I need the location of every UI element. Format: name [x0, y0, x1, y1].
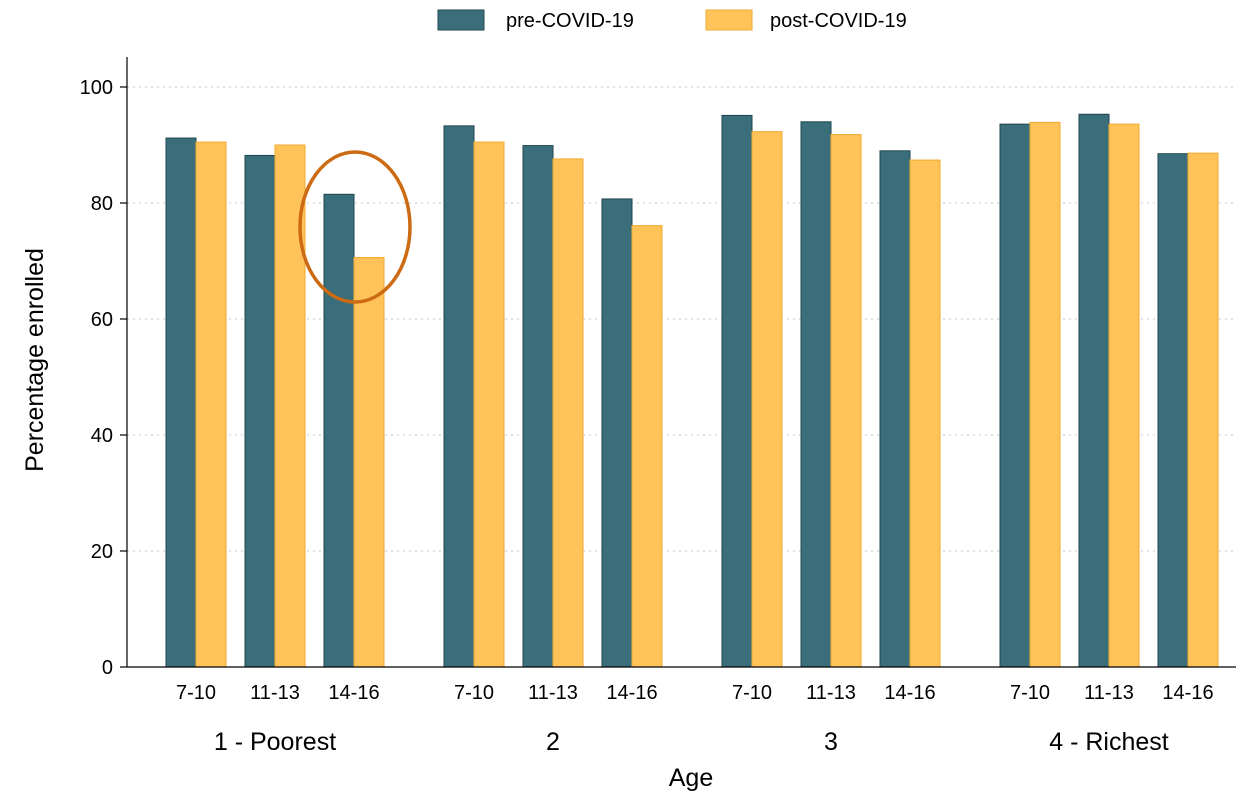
y-tick-label: 60 — [91, 309, 113, 331]
bar-post-g2-7-10 — [473, 141, 505, 668]
x-tick-label: 7-10 — [1010, 682, 1050, 704]
y-tick-label: 80 — [91, 193, 113, 215]
group-label: 4 - Richest — [1049, 728, 1169, 756]
bar-post-g4-11-13 — [1108, 123, 1140, 668]
bar-pre-g1-14-16 — [323, 193, 355, 668]
group-label: 3 — [824, 728, 838, 756]
bar-post-g3-7-10 — [751, 131, 783, 668]
y-tick-label: 20 — [91, 541, 113, 563]
group-label: 1 - Poorest — [214, 728, 336, 756]
bar-post-g3-11-13 — [830, 134, 862, 668]
x-tick-label: 7-10 — [176, 682, 216, 704]
bars — [165, 113, 1219, 668]
bar-pre-g3-11-13 — [800, 121, 832, 668]
y-tick-labels: 0 20 40 60 80 100 — [80, 77, 113, 679]
y-tick-label: 0 — [102, 657, 113, 679]
legend-swatch-post — [705, 9, 753, 31]
x-tick-label: 11-13 — [806, 682, 856, 704]
x-tick-label: 14-16 — [884, 682, 935, 704]
bar-pre-g4-7-10 — [999, 123, 1031, 668]
bar-post-g1-14-16 — [353, 257, 385, 668]
x-tick-label: 11-13 — [250, 682, 300, 704]
x-tick-label: 14-16 — [1162, 682, 1213, 704]
x-tick-label: 7-10 — [732, 682, 772, 704]
x-tick-label: 7-10 — [454, 682, 494, 704]
highlight-ellipse — [298, 150, 412, 304]
x-tick-label: 11-13 — [1084, 682, 1134, 704]
x-tick-label: 11-13 — [528, 682, 578, 704]
legend-label-post: post-COVID-19 — [770, 10, 907, 32]
bar-post-g1-7-10 — [195, 141, 227, 668]
bar-post-g4-7-10 — [1029, 121, 1061, 668]
axes — [120, 57, 1236, 668]
y-axis-title: Percentage enrolled — [21, 248, 49, 472]
legend-label-pre: pre-COVID-19 — [506, 10, 634, 32]
legend-swatch-pre — [437, 9, 485, 31]
bar-post-g2-11-13 — [552, 158, 584, 668]
x-tick-label: 14-16 — [606, 682, 657, 704]
highlight-annotation — [298, 150, 412, 304]
bar-pre-g1-11-13 — [244, 154, 276, 668]
bar-post-g3-14-16 — [909, 159, 941, 668]
bar-pre-g2-11-13 — [522, 145, 554, 668]
bar-post-g4-14-16 — [1187, 152, 1219, 668]
bar-pre-g4-11-13 — [1078, 113, 1110, 668]
bar-pre-g3-7-10 — [721, 114, 753, 668]
x-tick-labels: 7-10 11-13 14-16 7-10 11-13 14-16 7-10 11-13 14-… — [176, 682, 1214, 704]
bar-pre-g4-14-16 — [1157, 153, 1189, 668]
bar-pre-g2-14-16 — [601, 198, 633, 668]
legend: pre-COVID-19 post-COVID-19 — [437, 9, 907, 32]
bar-pre-g3-14-16 — [879, 150, 911, 668]
bar-pre-g1-7-10 — [165, 137, 197, 668]
y-tick-label: 100 — [80, 77, 113, 99]
group-labels: 1 - Poorest 2 3 4 - Richest — [214, 728, 1169, 756]
x-axis-title: Age — [669, 764, 713, 792]
group-label: 2 — [546, 728, 560, 756]
bar-post-g2-14-16 — [631, 225, 663, 668]
bar-pre-g2-7-10 — [443, 125, 475, 668]
x-tick-label: 14-16 — [328, 682, 379, 704]
y-tick-label: 40 — [91, 425, 113, 447]
